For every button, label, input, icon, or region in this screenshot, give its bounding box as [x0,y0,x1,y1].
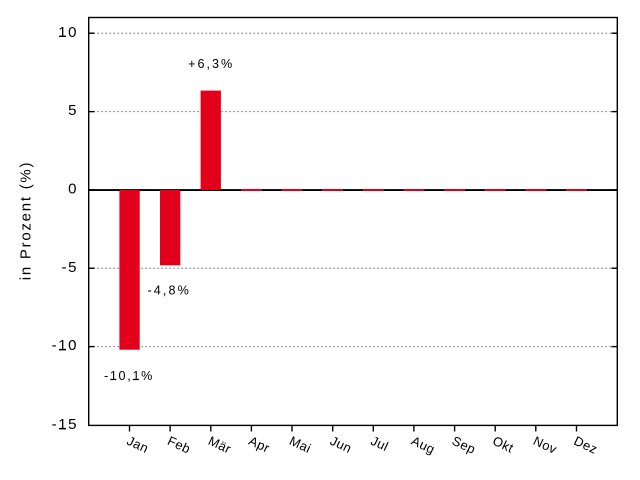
svg-text:Jul: Jul [368,433,390,454]
svg-text:-10: -10 [52,337,78,354]
svg-text:-15: -15 [52,416,78,433]
svg-text:5: 5 [68,102,78,119]
svg-text:-4,8%: -4,8% [147,284,190,298]
svg-text:10: 10 [58,24,78,41]
svg-text:-5: -5 [62,259,79,276]
svg-text:in Prozent (%): in Prozent (%) [18,161,35,281]
svg-text:0: 0 [68,181,78,198]
svg-text:+6,3%: +6,3% [188,57,234,71]
svg-text:-10,1%: -10,1% [104,369,154,383]
